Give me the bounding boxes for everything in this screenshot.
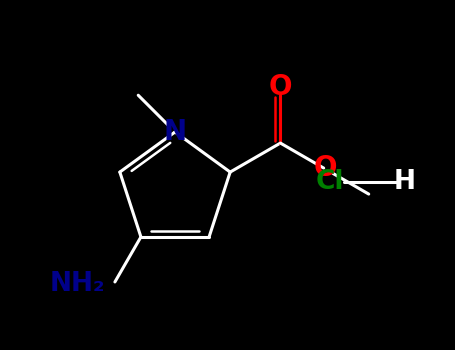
- Text: N: N: [163, 118, 187, 146]
- Text: O: O: [268, 73, 292, 101]
- Text: O: O: [314, 154, 338, 182]
- Text: H: H: [394, 169, 416, 195]
- Text: Cl: Cl: [316, 169, 344, 195]
- Text: NH₂: NH₂: [50, 271, 105, 297]
